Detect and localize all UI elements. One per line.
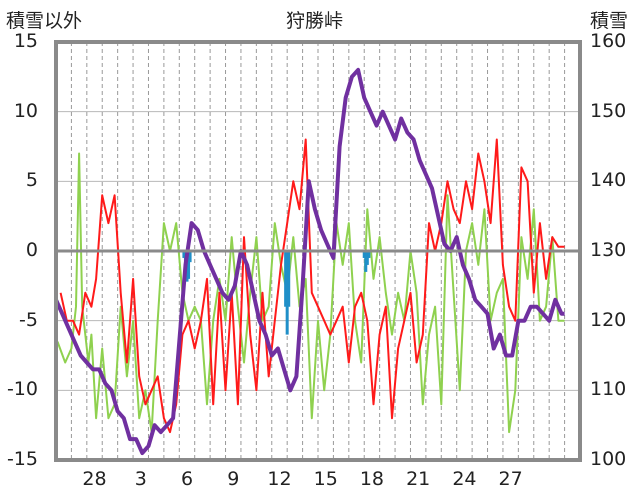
x-tick-label: 6 bbox=[180, 468, 194, 490]
series-2-bar bbox=[285, 251, 289, 335]
x-tick-label: 28 bbox=[82, 468, 107, 490]
y-left-tick-label: 15 bbox=[13, 30, 38, 52]
y-left-tick-label: -15 bbox=[6, 448, 38, 470]
series-3-line bbox=[54, 67, 565, 455]
series-2-bar bbox=[362, 251, 366, 258]
x-tick-label: 27 bbox=[498, 468, 523, 490]
y-right-tick-label: 130 bbox=[590, 239, 627, 261]
y-left-tick-label: -5 bbox=[19, 308, 38, 331]
x-tick-label: 15 bbox=[313, 468, 338, 490]
y-left-tick-label: 5 bbox=[25, 169, 38, 192]
plot-frame bbox=[54, 40, 582, 462]
x-tick-label: 18 bbox=[359, 468, 385, 490]
x-tick-label: 3 bbox=[134, 468, 147, 490]
chart-title: 狩勝峠 bbox=[286, 10, 344, 32]
y-right-tick-label: 150 bbox=[590, 99, 627, 122]
series-2-bar bbox=[367, 251, 371, 258]
series-1-line bbox=[59, 138, 565, 434]
y-right-tick-label: 120 bbox=[590, 308, 627, 331]
x-tick-label: 12 bbox=[267, 468, 292, 490]
series-2-bar bbox=[287, 251, 291, 307]
x-tick-label: 24 bbox=[452, 468, 477, 490]
y-right-tick-label: 140 bbox=[590, 169, 627, 192]
series-2-bar bbox=[188, 251, 192, 263]
x-tick-label: 9 bbox=[227, 468, 240, 490]
right-axis-label: 積雪 bbox=[590, 10, 629, 32]
series-2-bar bbox=[187, 251, 191, 279]
series-2-bar bbox=[182, 251, 186, 258]
y-right-tick-label: 160 bbox=[590, 30, 627, 52]
series-2-bar bbox=[284, 251, 288, 307]
y-left-tick-label: -10 bbox=[6, 378, 38, 401]
left-axis-label: 積雪以外 bbox=[6, 10, 83, 32]
y-left-tick-label: 0 bbox=[25, 239, 38, 261]
series-2-bar bbox=[365, 251, 369, 265]
series-layer bbox=[54, 67, 565, 455]
y-right-tick-label: 110 bbox=[590, 378, 627, 401]
y-right-tick-label: 100 bbox=[590, 448, 627, 470]
x-tick-label: 21 bbox=[406, 468, 431, 490]
y-left-tick-label: 10 bbox=[13, 99, 38, 122]
series-2-bar bbox=[364, 251, 368, 272]
